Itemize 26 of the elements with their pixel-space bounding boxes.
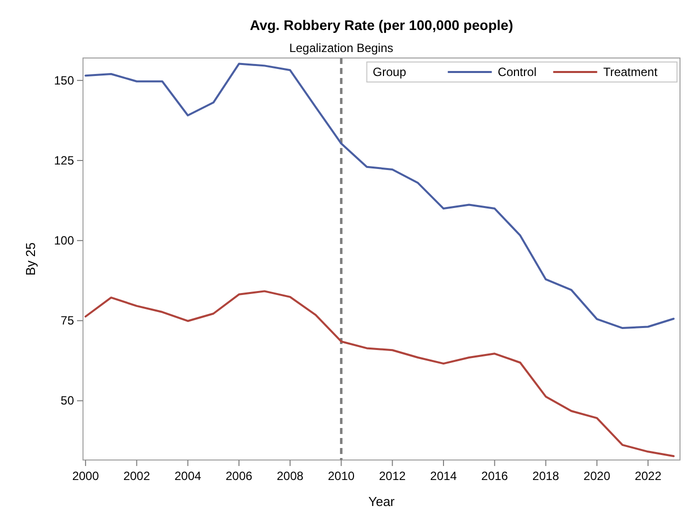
x-tick-label: 2004	[174, 469, 202, 483]
line-series	[84, 62, 675, 330]
y-tick-label: 75	[60, 314, 74, 328]
legend-label: Treatment	[603, 65, 658, 79]
x-tick-label: 2016	[481, 469, 508, 483]
x-tick-label: 2000	[72, 469, 100, 483]
x-axis-title: Year	[368, 494, 396, 509]
x-tick-label: 2012	[379, 469, 406, 483]
y-axis-title: By 25	[23, 242, 38, 276]
y-tick-label: 125	[54, 154, 74, 168]
x-tick-label: 2010	[328, 469, 355, 483]
x-tick-label: 2002	[123, 469, 150, 483]
x-tick-label: 2006	[226, 469, 253, 483]
legend-label: Control	[498, 65, 536, 79]
x-tick-label: 2020	[584, 469, 611, 483]
x-tick-label: 2008	[276, 469, 304, 483]
y-tick-label: 50	[60, 394, 74, 408]
x-tick-label: 2022	[634, 469, 662, 483]
legend-title: Group	[372, 65, 406, 79]
line-series	[84, 290, 675, 458]
x-tick-label: 2014	[430, 469, 458, 483]
y-tick-label: 100	[54, 234, 74, 248]
ref-line-label: Legalization Begins	[289, 41, 394, 55]
chart-title: Avg. Robbery Rate (per 100,000 people)	[250, 17, 514, 33]
y-tick-label: 150	[54, 73, 74, 88]
x-tick-label: 2018	[532, 469, 560, 483]
